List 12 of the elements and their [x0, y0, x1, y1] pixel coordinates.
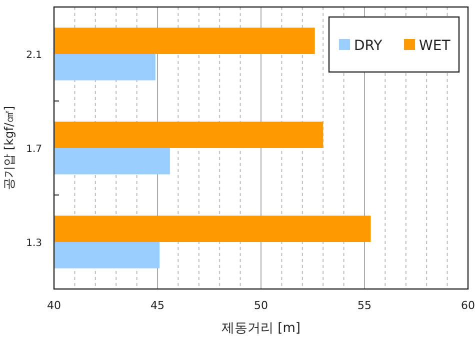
x-tick-label: 60 — [461, 299, 475, 312]
x-tick-label: 55 — [358, 299, 372, 312]
legend-label: DRY — [354, 38, 383, 54]
x-tick-label: 40 — [47, 299, 61, 312]
x-axis-title: 제동거리 [m] — [222, 321, 300, 336]
y-tick-label: 1.3 — [26, 238, 42, 249]
x-tick-label: 50 — [254, 299, 268, 312]
y-tick-label: 1.7 — [26, 144, 42, 155]
y-axis-title: 공기압 [kgf/㎠] — [2, 106, 16, 190]
x-tick-label: 45 — [150, 299, 164, 312]
y-tick-label: 2.1 — [26, 50, 42, 61]
legend-label: WET — [419, 38, 451, 54]
